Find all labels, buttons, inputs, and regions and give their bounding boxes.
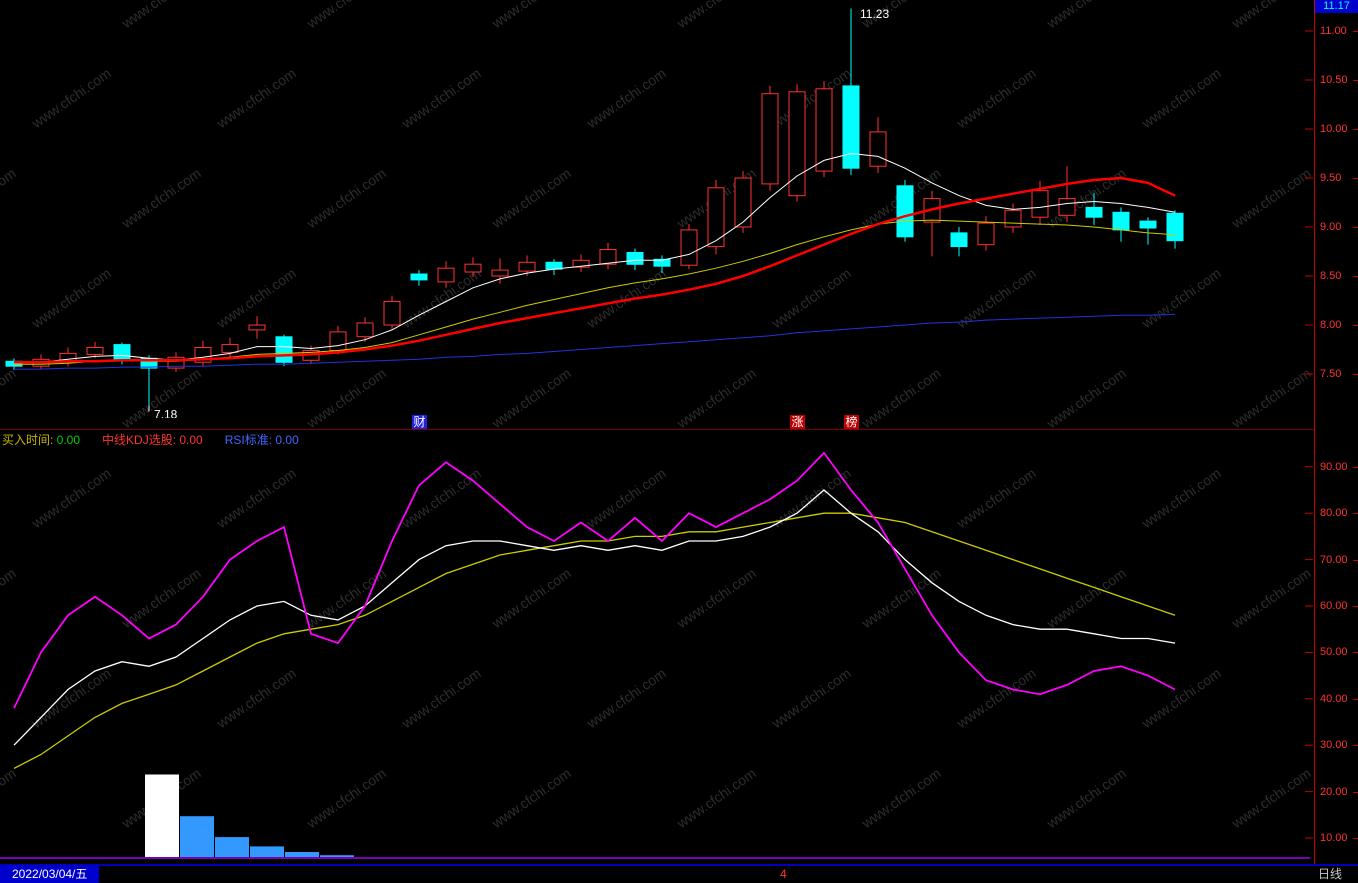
axis-tick-label: 50.00 xyxy=(1320,646,1348,659)
axis-tick-label: 10.00 xyxy=(1320,123,1348,135)
event-marker[interactable]: 榜 xyxy=(844,415,859,429)
signal-bar xyxy=(250,846,284,858)
d-line xyxy=(13,512,1176,769)
axis-tick xyxy=(1353,276,1358,277)
axis-tick xyxy=(1353,652,1358,654)
ma-blue xyxy=(14,313,1176,370)
axis-tick xyxy=(1353,513,1358,515)
axis-tick-label: 11.00 xyxy=(1320,25,1347,37)
signal-bar xyxy=(145,774,179,858)
axis-tick-label: 8.00 xyxy=(1320,319,1342,331)
axis-tick-label: 80.00 xyxy=(1320,507,1348,520)
axis-tick-label: 70.00 xyxy=(1320,553,1348,566)
panel-separator xyxy=(0,429,1314,430)
current-price-badge: 11.17 xyxy=(1315,0,1358,13)
signal-bar xyxy=(180,816,214,858)
axis-tick-label: 90.00 xyxy=(1320,460,1348,473)
signal-bar xyxy=(320,855,354,858)
ma-white xyxy=(13,152,1176,364)
bottom-marker: 4 xyxy=(780,867,787,881)
price-axis-panel: 11.17 11.00 10.50 10.00 9.50 9.00 8.50 8.00 7.5… xyxy=(1314,0,1358,864)
axis-tick-label: 9.50 xyxy=(1320,172,1342,184)
axis-tick-label: 20.00 xyxy=(1320,785,1348,798)
indicator-label: RSI标准: 0.00 xyxy=(224,433,299,447)
indicator-header: 买入时间: 0.00 中线KDJ选股: 0.00 RSI标准: 0.00 xyxy=(2,431,1314,447)
axis-tick xyxy=(1353,698,1358,700)
event-marker[interactable]: 财 xyxy=(412,415,427,429)
axis-tick xyxy=(1353,606,1358,607)
axis-tick xyxy=(1353,466,1358,468)
axis-tick xyxy=(1353,374,1358,375)
axis-tick xyxy=(1353,559,1358,561)
axis-tick-label: 60.00 xyxy=(1320,600,1348,612)
price-chart-panel[interactable]: 11.23 7.18 xyxy=(0,0,1314,418)
j-line xyxy=(13,451,1176,709)
indicator-label: 中线KDJ选股: 0.00 xyxy=(102,433,203,447)
status-bar: 2022/03/04/五 4 日线 xyxy=(0,864,1358,883)
signal-bar xyxy=(285,852,319,858)
k-line xyxy=(13,489,1176,746)
axis-tick xyxy=(1353,178,1358,179)
high-price-label: 11.23 xyxy=(860,7,889,21)
axis-tick xyxy=(1353,129,1358,130)
axis-tick xyxy=(1353,31,1358,32)
low-price-label: 7.18 xyxy=(154,407,178,418)
indicator-chart-panel[interactable] xyxy=(0,446,1314,862)
event-marker[interactable]: 涨 xyxy=(790,415,805,429)
axis-tick-label: 10.50 xyxy=(1320,74,1348,86)
axis-tick-label: 40.00 xyxy=(1320,692,1348,705)
candles xyxy=(5,8,1184,406)
axis-tick-label: 8.50 xyxy=(1320,270,1342,282)
axis-tick xyxy=(1353,745,1358,747)
ma-red xyxy=(14,176,1176,364)
period-selector[interactable]: 日线 xyxy=(1318,867,1343,881)
axis-tick xyxy=(1353,80,1358,81)
axis-tick-label: 7.50 xyxy=(1320,368,1342,380)
axis-tick xyxy=(1353,791,1358,793)
axis-tick-label: 9.00 xyxy=(1320,221,1342,233)
signal-bar xyxy=(215,837,249,858)
event-marker-row: 财涨榜 xyxy=(0,415,1314,429)
axis-tick xyxy=(1353,838,1358,839)
axis-tick-label: 30.00 xyxy=(1320,739,1348,752)
axis-tick-label: 10.00 xyxy=(1320,832,1348,844)
axis-tick xyxy=(1353,325,1358,326)
axis-tick xyxy=(1353,227,1358,228)
indicator-label: 买入时间: 0.00 xyxy=(2,433,81,447)
ma-yellow xyxy=(14,219,1176,365)
date-display[interactable]: 2022/03/04/五 xyxy=(0,866,100,883)
